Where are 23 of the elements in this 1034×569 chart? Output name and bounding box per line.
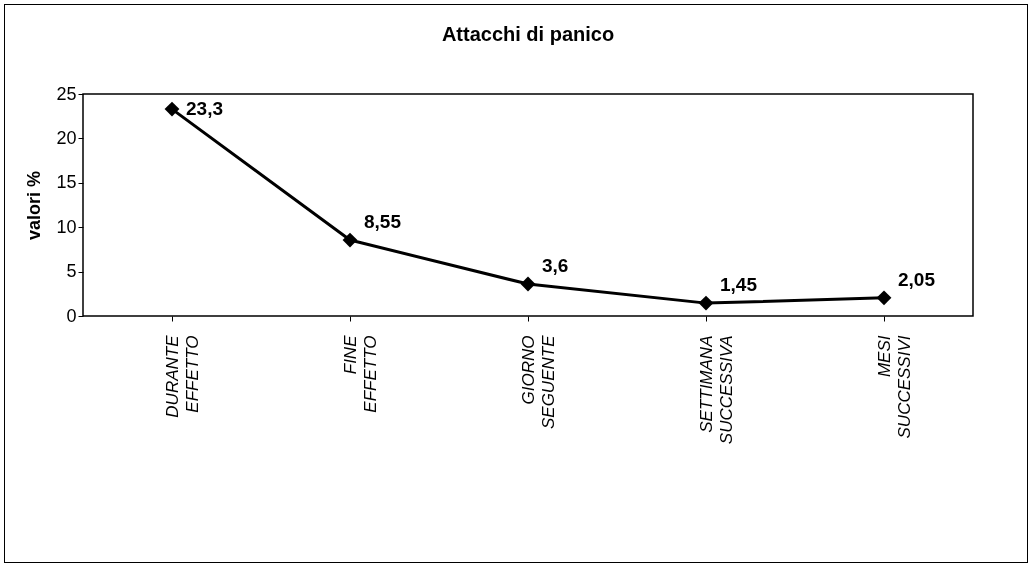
x-tick-label: DURANTE EFFETTO [162, 334, 202, 418]
point [698, 295, 714, 311]
point [164, 101, 180, 117]
x-tick-label: MESI SUCCESSIVI [874, 335, 914, 439]
point [876, 290, 892, 306]
x-tick-label: SETTIMANA SUCCESSIVA [696, 335, 736, 445]
data-label: 2,05 [898, 268, 936, 290]
x-tick-label: FINE EFFETTO [340, 334, 380, 413]
y-tick-label: 20 [56, 127, 77, 148]
y-axis-title: valori % [24, 170, 45, 241]
chart-title: Attacchi di panico [441, 23, 615, 45]
point [342, 232, 358, 248]
y-tick-label: 10 [56, 216, 77, 237]
data-label: 23,3 [186, 98, 223, 120]
y-tick-label: 0 [66, 305, 77, 326]
x-tick-label: GIORNO SEGUENTE [518, 334, 558, 430]
data-label: 1,45 [720, 274, 758, 296]
y-tick-label: 25 [56, 83, 77, 104]
data-label: 3,6 [542, 255, 569, 277]
y-tick-label: 5 [66, 261, 77, 282]
y-tick-label: 15 [56, 172, 77, 193]
point [520, 276, 536, 292]
data-label: 8,55 [364, 211, 402, 233]
